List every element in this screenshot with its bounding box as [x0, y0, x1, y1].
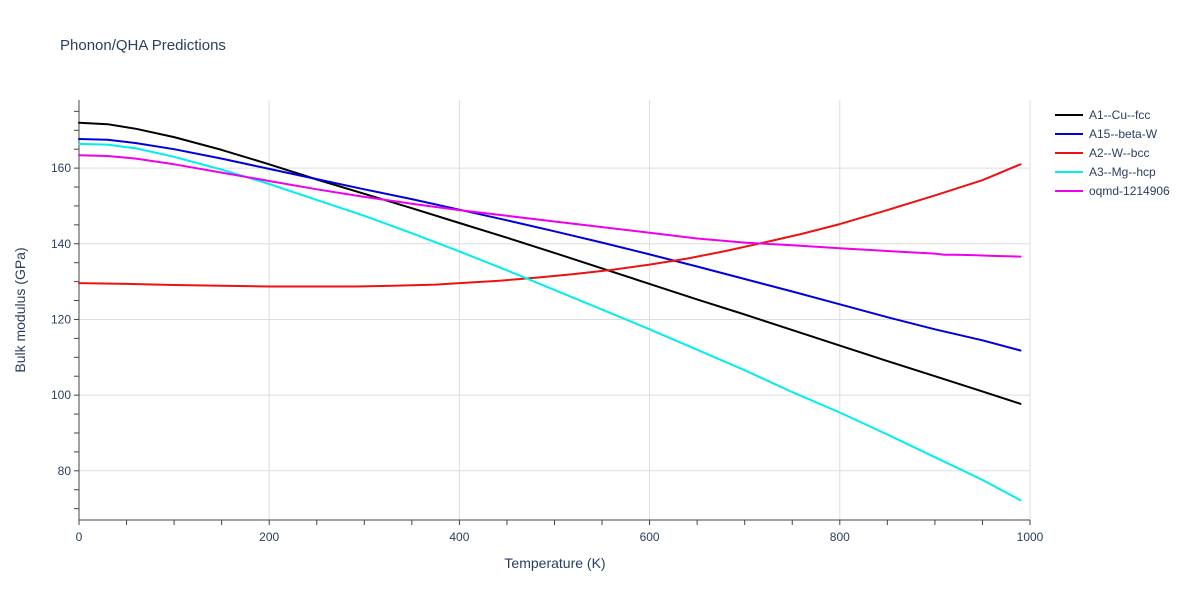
legend-item[interactable]: A1--Cu--fcc [1055, 108, 1150, 122]
legend-label: A1--Cu--fcc [1089, 108, 1150, 122]
y-tick-label: 120 [51, 312, 71, 326]
legend-label: oqmd-1214906 [1089, 184, 1170, 198]
x-tick-label: 600 [640, 530, 660, 544]
x-tick-label: 1000 [1017, 530, 1044, 544]
legend-label: A2--W--bcc [1089, 146, 1149, 160]
x-axis-title: Temperature (K) [504, 555, 605, 571]
chart-title: Phonon/QHA Predictions [60, 37, 226, 54]
y-axis-title: Bulk modulus (GPa) [12, 247, 28, 372]
legend-item[interactable]: A3--Mg--hcp [1055, 165, 1156, 179]
axes: 0 200 400 600 800 1000 80 100 120 140 160 [51, 100, 1044, 544]
legend-label: A15--beta-W [1089, 127, 1158, 141]
legend: A1--Cu--fcc A15--beta-W A2--W--bcc A3--Mg--… [1055, 108, 1170, 198]
plot-area [78, 121, 1022, 502]
series-line [78, 154, 1022, 258]
x-tick-label: 800 [830, 530, 850, 544]
legend-item[interactable]: A15--beta-W [1055, 127, 1158, 141]
x-tick-label: 0 [76, 530, 83, 544]
y-tick-label: 80 [58, 464, 72, 478]
y-tick-label: 100 [51, 388, 71, 402]
x-tick-label: 200 [259, 530, 279, 544]
series-line [78, 142, 1022, 502]
series-line [78, 138, 1022, 352]
series-line [78, 121, 1022, 405]
x-tick-label: 400 [449, 530, 469, 544]
legend-label: A3--Mg--hcp [1089, 165, 1156, 179]
series-line [78, 163, 1022, 288]
legend-item[interactable]: oqmd-1214906 [1055, 184, 1170, 198]
y-tick-label: 140 [51, 237, 71, 251]
y-tick-label: 160 [51, 161, 71, 175]
grid [79, 100, 1031, 520]
legend-item[interactable]: A2--W--bcc [1055, 146, 1149, 160]
